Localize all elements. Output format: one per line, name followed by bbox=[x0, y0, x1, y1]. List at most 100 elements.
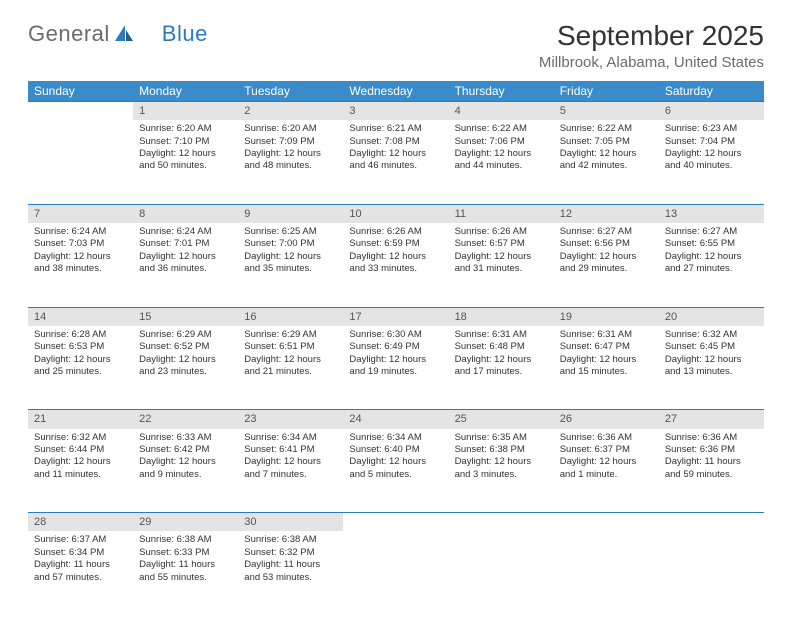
sunset-text: Sunset: 6:53 PM bbox=[34, 341, 127, 353]
sunset-text: Sunset: 6:55 PM bbox=[665, 238, 758, 250]
logo-text-1: General bbox=[28, 21, 110, 47]
daylight-text: Daylight: 12 hours and 19 minutes. bbox=[349, 354, 442, 379]
day-number-cell: 2 bbox=[238, 102, 343, 121]
day-body-cell: Sunrise: 6:27 AMSunset: 6:55 PMDaylight:… bbox=[659, 223, 764, 307]
day-body-row: Sunrise: 6:32 AMSunset: 6:44 PMDaylight:… bbox=[28, 429, 764, 513]
sunrise-text: Sunrise: 6:33 AM bbox=[139, 432, 232, 444]
sunrise-text: Sunrise: 6:36 AM bbox=[560, 432, 653, 444]
sunrise-text: Sunrise: 6:29 AM bbox=[244, 329, 337, 341]
daylight-text: Daylight: 12 hours and 36 minutes. bbox=[139, 251, 232, 276]
daylight-text: Daylight: 11 hours and 55 minutes. bbox=[139, 559, 232, 584]
day-body-cell: Sunrise: 6:22 AMSunset: 7:05 PMDaylight:… bbox=[554, 120, 659, 204]
title-block: September 2025 Millbrook, Alabama, Unite… bbox=[539, 20, 764, 71]
day-body-cell: Sunrise: 6:32 AMSunset: 6:45 PMDaylight:… bbox=[659, 326, 764, 410]
sunrise-text: Sunrise: 6:26 AM bbox=[349, 226, 442, 238]
day-body-cell: Sunrise: 6:32 AMSunset: 6:44 PMDaylight:… bbox=[28, 429, 133, 513]
day-number-cell bbox=[554, 513, 659, 532]
daylight-text: Daylight: 12 hours and 7 minutes. bbox=[244, 456, 337, 481]
day-body-cell: Sunrise: 6:26 AMSunset: 6:57 PMDaylight:… bbox=[449, 223, 554, 307]
sunrise-text: Sunrise: 6:36 AM bbox=[665, 432, 758, 444]
day-number-cell: 7 bbox=[28, 204, 133, 223]
daylight-text: Daylight: 12 hours and 50 minutes. bbox=[139, 148, 232, 173]
sunset-text: Sunset: 6:44 PM bbox=[34, 444, 127, 456]
day-number-cell: 28 bbox=[28, 513, 133, 532]
sunrise-text: Sunrise: 6:31 AM bbox=[455, 329, 548, 341]
day-number-cell: 6 bbox=[659, 102, 764, 121]
day-body-cell: Sunrise: 6:30 AMSunset: 6:49 PMDaylight:… bbox=[343, 326, 448, 410]
daylight-text: Daylight: 12 hours and 1 minute. bbox=[560, 456, 653, 481]
sunrise-text: Sunrise: 6:22 AM bbox=[560, 123, 653, 135]
day-number-cell bbox=[28, 102, 133, 121]
sunset-text: Sunset: 7:09 PM bbox=[244, 136, 337, 148]
sunrise-text: Sunrise: 6:23 AM bbox=[665, 123, 758, 135]
sunrise-text: Sunrise: 6:37 AM bbox=[34, 534, 127, 546]
day-header: Friday bbox=[554, 81, 659, 102]
daynum-row: 78910111213 bbox=[28, 204, 764, 223]
sunrise-text: Sunrise: 6:26 AM bbox=[455, 226, 548, 238]
day-body-cell: Sunrise: 6:36 AMSunset: 6:36 PMDaylight:… bbox=[659, 429, 764, 513]
sunrise-text: Sunrise: 6:25 AM bbox=[244, 226, 337, 238]
day-header: Monday bbox=[133, 81, 238, 102]
sunrise-text: Sunrise: 6:27 AM bbox=[665, 226, 758, 238]
day-body-cell: Sunrise: 6:20 AMSunset: 7:10 PMDaylight:… bbox=[133, 120, 238, 204]
daylight-text: Daylight: 12 hours and 25 minutes. bbox=[34, 354, 127, 379]
daylight-text: Daylight: 12 hours and 9 minutes. bbox=[139, 456, 232, 481]
sunset-text: Sunset: 6:37 PM bbox=[560, 444, 653, 456]
sunrise-text: Sunrise: 6:32 AM bbox=[665, 329, 758, 341]
day-body-cell: Sunrise: 6:31 AMSunset: 6:47 PMDaylight:… bbox=[554, 326, 659, 410]
sunrise-text: Sunrise: 6:34 AM bbox=[244, 432, 337, 444]
daylight-text: Daylight: 12 hours and 42 minutes. bbox=[560, 148, 653, 173]
day-number-cell: 25 bbox=[449, 410, 554, 429]
day-number-cell: 20 bbox=[659, 307, 764, 326]
sunrise-text: Sunrise: 6:29 AM bbox=[139, 329, 232, 341]
daylight-text: Daylight: 12 hours and 17 minutes. bbox=[455, 354, 548, 379]
sunset-text: Sunset: 6:40 PM bbox=[349, 444, 442, 456]
day-header: Sunday bbox=[28, 81, 133, 102]
day-body-cell bbox=[343, 531, 448, 615]
day-body-cell: Sunrise: 6:37 AMSunset: 6:34 PMDaylight:… bbox=[28, 531, 133, 615]
day-number-cell: 13 bbox=[659, 204, 764, 223]
day-number-cell: 4 bbox=[449, 102, 554, 121]
sunrise-text: Sunrise: 6:31 AM bbox=[560, 329, 653, 341]
month-title: September 2025 bbox=[539, 20, 764, 52]
daylight-text: Daylight: 12 hours and 38 minutes. bbox=[34, 251, 127, 276]
day-body-cell: Sunrise: 6:35 AMSunset: 6:38 PMDaylight:… bbox=[449, 429, 554, 513]
calendar-table: Sunday Monday Tuesday Wednesday Thursday… bbox=[28, 81, 764, 615]
day-header-row: Sunday Monday Tuesday Wednesday Thursday… bbox=[28, 81, 764, 102]
day-body-cell: Sunrise: 6:34 AMSunset: 6:41 PMDaylight:… bbox=[238, 429, 343, 513]
day-number-cell: 19 bbox=[554, 307, 659, 326]
calendar-page: General Blue September 2025 Millbrook, A… bbox=[0, 0, 792, 635]
sunset-text: Sunset: 6:56 PM bbox=[560, 238, 653, 250]
logo: General Blue bbox=[28, 20, 208, 48]
daylight-text: Daylight: 12 hours and 21 minutes. bbox=[244, 354, 337, 379]
daylight-text: Daylight: 11 hours and 53 minutes. bbox=[244, 559, 337, 584]
day-header: Wednesday bbox=[343, 81, 448, 102]
sunset-text: Sunset: 6:32 PM bbox=[244, 547, 337, 559]
day-body-cell: Sunrise: 6:24 AMSunset: 7:01 PMDaylight:… bbox=[133, 223, 238, 307]
daylight-text: Daylight: 11 hours and 57 minutes. bbox=[34, 559, 127, 584]
logo-sail-icon bbox=[114, 22, 134, 48]
day-number-cell: 16 bbox=[238, 307, 343, 326]
sunset-text: Sunset: 6:42 PM bbox=[139, 444, 232, 456]
day-number-cell: 5 bbox=[554, 102, 659, 121]
day-body-cell: Sunrise: 6:26 AMSunset: 6:59 PMDaylight:… bbox=[343, 223, 448, 307]
day-body-cell: Sunrise: 6:25 AMSunset: 7:00 PMDaylight:… bbox=[238, 223, 343, 307]
sunrise-text: Sunrise: 6:21 AM bbox=[349, 123, 442, 135]
day-number-cell: 3 bbox=[343, 102, 448, 121]
sunset-text: Sunset: 7:10 PM bbox=[139, 136, 232, 148]
sunset-text: Sunset: 6:36 PM bbox=[665, 444, 758, 456]
location-text: Millbrook, Alabama, United States bbox=[539, 54, 764, 71]
sunset-text: Sunset: 6:38 PM bbox=[455, 444, 548, 456]
day-body-cell: Sunrise: 6:20 AMSunset: 7:09 PMDaylight:… bbox=[238, 120, 343, 204]
page-header: General Blue September 2025 Millbrook, A… bbox=[28, 20, 764, 71]
day-number-cell: 14 bbox=[28, 307, 133, 326]
day-body-row: Sunrise: 6:28 AMSunset: 6:53 PMDaylight:… bbox=[28, 326, 764, 410]
sunrise-text: Sunrise: 6:22 AM bbox=[455, 123, 548, 135]
sunset-text: Sunset: 6:51 PM bbox=[244, 341, 337, 353]
day-body-cell bbox=[28, 120, 133, 204]
day-number-cell: 18 bbox=[449, 307, 554, 326]
sunset-text: Sunset: 6:49 PM bbox=[349, 341, 442, 353]
sunrise-text: Sunrise: 6:20 AM bbox=[244, 123, 337, 135]
daylight-text: Daylight: 12 hours and 23 minutes. bbox=[139, 354, 232, 379]
day-body-cell: Sunrise: 6:29 AMSunset: 6:51 PMDaylight:… bbox=[238, 326, 343, 410]
